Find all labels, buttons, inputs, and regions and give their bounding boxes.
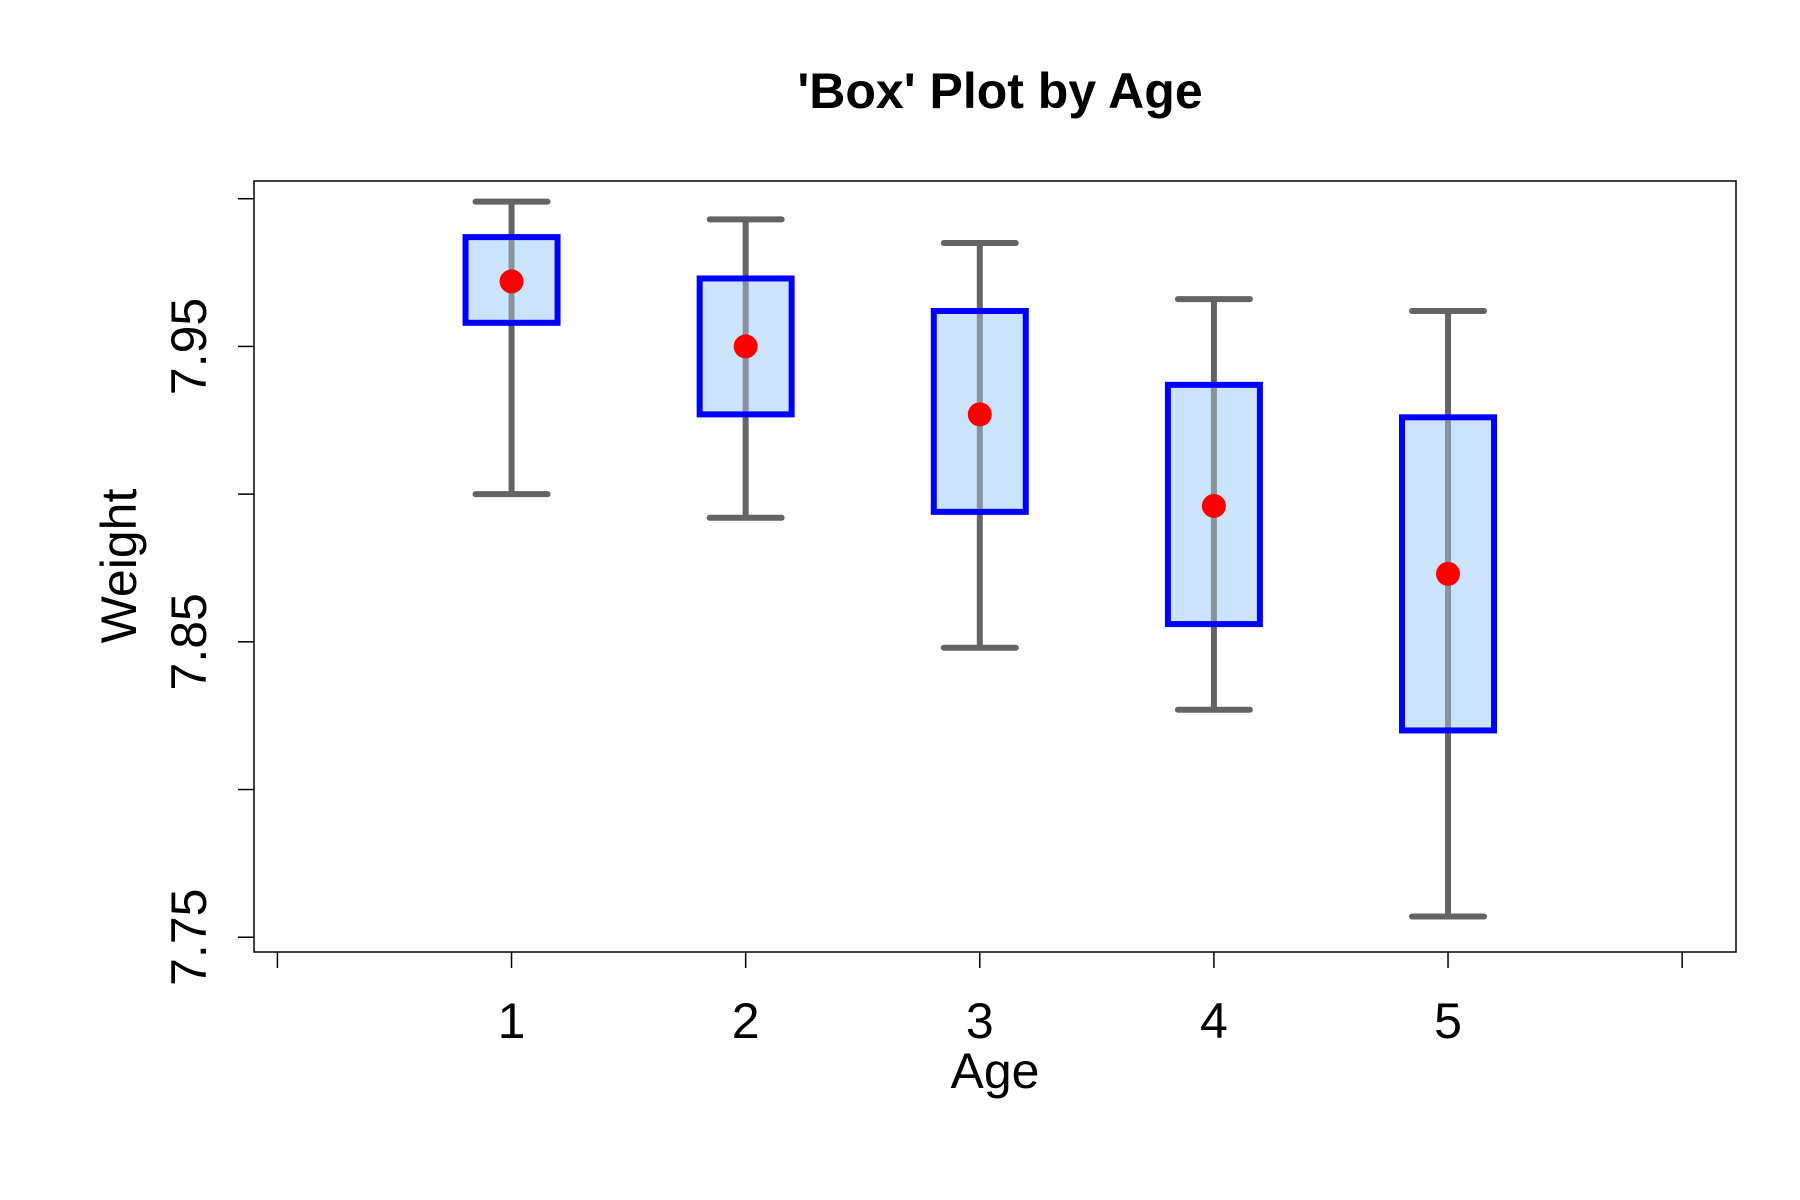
box-group-age-4 bbox=[1164, 296, 1263, 713]
center-point bbox=[499, 269, 524, 294]
y-axis-label: Weight bbox=[91, 489, 147, 644]
x-axis-label: Age bbox=[951, 1043, 1040, 1099]
box-group-age-2 bbox=[696, 216, 795, 521]
x-axis: 1 2 3 4 5 bbox=[276, 952, 1683, 1049]
x-tick-label: 5 bbox=[1434, 993, 1462, 1049]
box-series bbox=[462, 198, 1498, 920]
center-point bbox=[733, 334, 758, 359]
x-tick-label: 1 bbox=[498, 993, 526, 1049]
x-tick-label: 3 bbox=[966, 993, 994, 1049]
center-point bbox=[1201, 493, 1226, 518]
y-tick-label: 7.85 bbox=[161, 593, 217, 690]
x-tick-label: 2 bbox=[732, 993, 760, 1049]
box-group-age-5 bbox=[1399, 307, 1498, 920]
y-tick-label: 7.75 bbox=[161, 889, 217, 986]
y-axis: 7.75 7.85 7.95 bbox=[161, 197, 254, 986]
box-group-age-3 bbox=[930, 240, 1029, 651]
plot-frame bbox=[253, 180, 1737, 953]
box-group-age-1 bbox=[462, 198, 561, 498]
center-point bbox=[1436, 561, 1461, 586]
x-tick-label: 4 bbox=[1200, 993, 1228, 1049]
chart-title: 'Box' Plot by Age bbox=[797, 63, 1202, 119]
y-tick-label: 7.95 bbox=[161, 298, 217, 395]
center-point bbox=[967, 402, 992, 427]
